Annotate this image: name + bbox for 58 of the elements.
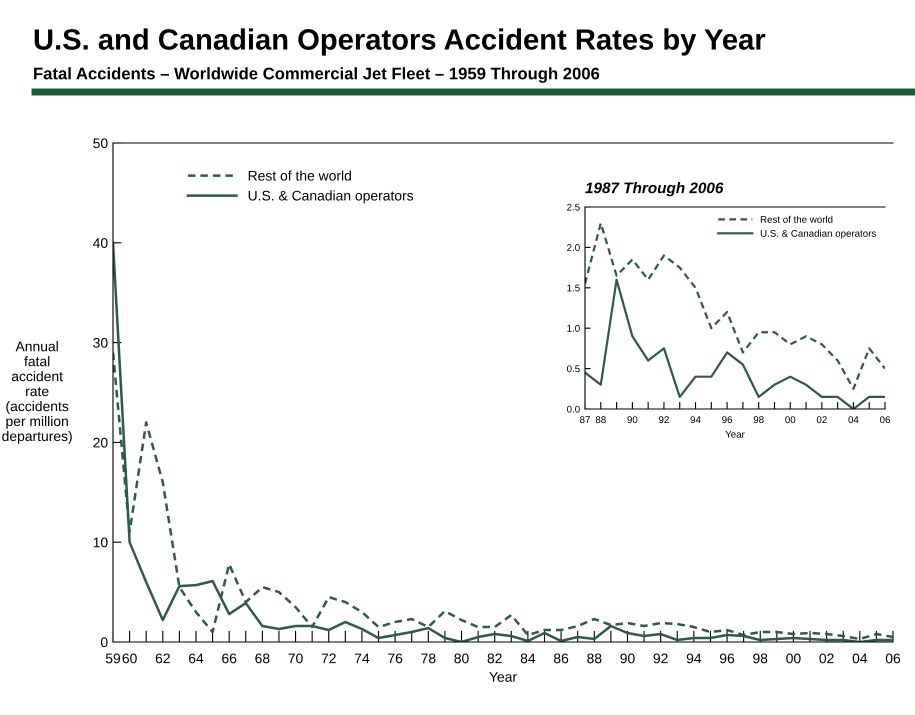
y-tick-label: 20 (93, 438, 108, 448)
y-tick-label: 40 (93, 238, 108, 248)
x-tick-label: 59 (106, 653, 120, 664)
x-tick-label: 06 (886, 653, 900, 664)
x-tick-label: 92 (658, 416, 669, 424)
x-tick-label: 92 (654, 653, 668, 664)
x-tick-label: 72 (322, 653, 336, 664)
y-axis-title: Annual fatal accident rate (accidents per million departures) (2, 341, 72, 444)
x-tick-label: 02 (816, 416, 827, 424)
x-tick-label: 70 (288, 653, 303, 664)
x-tick-label: 76 (388, 653, 402, 664)
x-tick-label: 84 (520, 653, 536, 664)
x-tick-label: 96 (722, 416, 732, 424)
y-tick-label: 1.5 (567, 284, 580, 292)
x-tick-label: 06 (880, 416, 890, 424)
x-tick-label: 60 (122, 653, 137, 664)
x-tick-label: 00 (785, 416, 796, 424)
x-axis-title: Year (725, 430, 745, 438)
x-tick-label: 96 (720, 653, 734, 664)
chart-title: U.S. and Canadian Operators Accident Rates by Year (34, 28, 766, 56)
x-tick-label: 94 (686, 653, 702, 664)
x-tick-label: 66 (222, 653, 236, 664)
legend-label: U.S. & Canadian operators (760, 230, 876, 239)
y-tick-label: 30 (93, 338, 108, 348)
x-tick-label: 64 (188, 653, 204, 664)
x-tick-label: 88 (587, 653, 602, 664)
chart-subtitle: Fatal Accidents – Worldwide Commercial Jet Fleet – 1959 Through 2006 (34, 67, 600, 83)
x-tick-label: 94 (690, 416, 701, 424)
x-tick-label: 62 (156, 653, 170, 664)
y-tick-label: 0.5 (567, 365, 580, 372)
y-tick-label: 10 (94, 538, 108, 548)
x-tick-label: 04 (848, 416, 859, 424)
x-axis-title: Year (489, 672, 517, 682)
x-tick-label: 78 (421, 653, 436, 664)
x-tick-label: 68 (255, 653, 270, 664)
y-tick-label: 2.5 (567, 204, 580, 211)
y-tick-label: 2.0 (567, 244, 580, 252)
y-tick-label: 1.0 (567, 324, 580, 332)
x-tick-label: 00 (786, 653, 801, 664)
x-tick-label: 87 (580, 416, 590, 424)
legend-label: U.S. & Canadian operators (248, 190, 414, 204)
x-tick-label: 80 (454, 653, 469, 664)
y-tick-label: 0 (100, 637, 108, 648)
x-tick-label: 86 (554, 653, 568, 664)
x-tick-label: 88 (596, 416, 606, 424)
x-tick-label: 90 (627, 416, 638, 424)
x-tick-label: 82 (488, 653, 502, 664)
legend-label: Rest of the world (760, 216, 832, 223)
y-tick-label: 50 (93, 138, 108, 148)
x-tick-label: 74 (354, 654, 370, 664)
x-tick-label: 90 (620, 653, 635, 664)
chart-title: 1987 Through 2006 (585, 182, 724, 196)
x-tick-label: 04 (852, 653, 868, 664)
y-tick-label: 0.0 (567, 406, 580, 413)
x-tick-label: 98 (754, 416, 764, 424)
x-tick-label: 02 (819, 653, 834, 664)
legend-label: Rest of the world (248, 170, 351, 181)
x-tick-label: 98 (753, 653, 768, 664)
